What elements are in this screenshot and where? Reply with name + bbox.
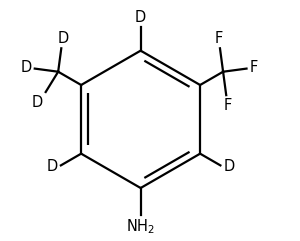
Text: NH$_2$: NH$_2$ <box>126 217 155 236</box>
Text: F: F <box>214 31 223 46</box>
Text: D: D <box>46 159 58 174</box>
Text: F: F <box>224 98 232 113</box>
Text: D: D <box>57 31 68 46</box>
Text: D: D <box>31 94 43 109</box>
Text: D: D <box>224 159 235 174</box>
Text: D: D <box>135 10 146 25</box>
Text: F: F <box>250 60 258 74</box>
Text: D: D <box>20 60 32 75</box>
